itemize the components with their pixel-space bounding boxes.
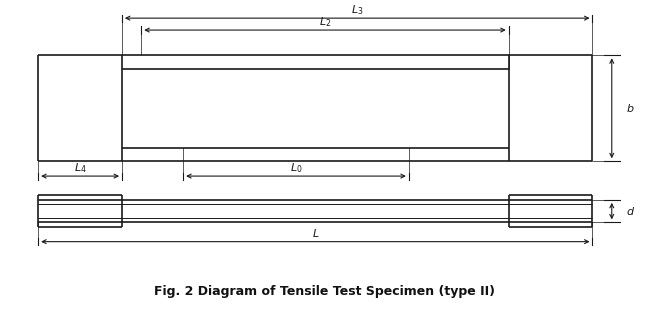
Text: $\it{L}$: $\it{L}$: [311, 227, 319, 239]
Text: $\it{d}$: $\it{d}$: [626, 205, 635, 217]
Text: $\it{L}$$_0$: $\it{L}$$_0$: [290, 161, 302, 175]
Text: $\it{L}$$_2$: $\it{L}$$_2$: [318, 15, 332, 29]
Text: $\it{L}$$_4$: $\it{L}$$_4$: [73, 161, 86, 175]
Text: Fig. 2 Diagram of Tensile Test Specimen (type II): Fig. 2 Diagram of Tensile Test Specimen …: [155, 285, 495, 298]
Text: $\it{b}$: $\it{b}$: [626, 102, 634, 114]
Text: $\it{L}$$_3$: $\it{L}$$_3$: [351, 3, 363, 17]
